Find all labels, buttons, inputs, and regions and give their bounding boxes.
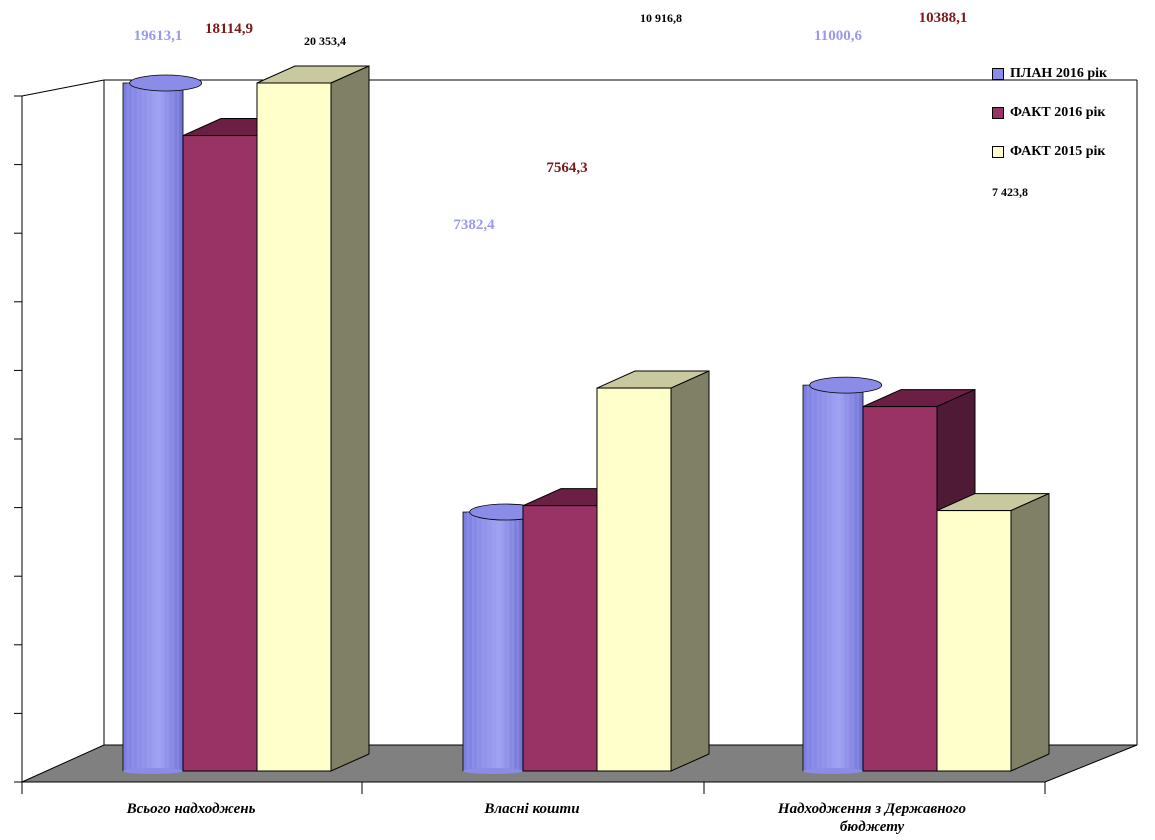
category-label-1: Власні кошти [483,801,579,817]
bar-group [122,65,1050,774]
data-label-group: 19613,1 18114,9 20 353,4 7382,4 7564,3 10 916… [134,10,1028,233]
category-label-2: Надходження з Державного бюджету [777,801,966,835]
legend-item-fact-2016: ФАКТ 2016 рік [992,103,1155,123]
legend-label-fact-2016: ФАКТ 2016 рік [1010,105,1106,120]
bar-fact-2015-1 [596,370,710,772]
data-label-0-1: 7382,4 [453,217,495,233]
legend-item-fact-2015: ФАКТ 2015 рік [992,142,1155,162]
data-label-1-0: 18114,9 [205,21,253,37]
bar-plan-2016-0 [122,74,203,774]
legend-label-fact-2015: ФАКТ 2015 рік [1010,144,1106,159]
category-label-0: Всього надходжень [126,801,256,817]
data-label-2-0: 20 353,4 [304,34,346,48]
legend-swatch-plan-2016 [992,68,1004,80]
data-label-2-2: 7 423,8 [992,185,1028,199]
category-label-group: Всього надходжень Власні кошти Надходження… [126,801,967,835]
legend-item-plan-2016: ПЛАН 2016 рік [992,64,1155,84]
data-label-2-1: 10 916,8 [640,11,682,25]
legend-label-plan-2016: ПЛАН 2016 рік [1010,66,1108,81]
legend: ПЛАН 2016 рік ФАКТ 2016 рік ФАКТ 2015 рі… [992,64,1155,181]
data-label-1-2: 10388,1 [919,10,968,26]
bar-fact-2015-2 [936,492,1050,772]
data-label-1-1: 7564,3 [546,160,587,176]
legend-swatch-fact-2015 [992,146,1004,158]
data-label-0-2: 11000,6 [814,28,862,44]
bar-fact-2015-0 [256,65,370,772]
legend-swatch-fact-2016 [992,107,1004,119]
back-wall-top-edge [21,79,105,97]
data-label-0-0: 19613,1 [134,28,183,44]
bar-plan-2016-1 [462,503,543,774]
